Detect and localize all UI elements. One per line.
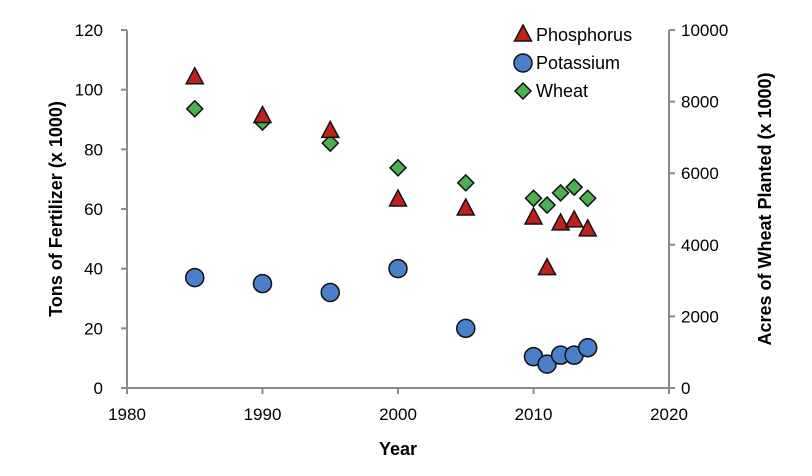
wheat-point bbox=[524, 189, 543, 208]
wheat-point bbox=[388, 158, 408, 177]
legend-wheat-marker bbox=[513, 81, 533, 101]
x-tick-label: 2000 bbox=[379, 405, 417, 424]
wheat-point bbox=[537, 196, 557, 215]
y2-tick-label: 0 bbox=[681, 379, 690, 398]
x-tick-label: 2020 bbox=[650, 405, 688, 424]
potassium-point bbox=[185, 267, 205, 288]
legend-potassium-marker bbox=[513, 53, 533, 73]
phosphorus-point bbox=[388, 188, 408, 207]
phosphorus-point bbox=[523, 206, 544, 225]
legend-phosphorus-label: Phosphorus bbox=[536, 25, 632, 45]
y-tick-label: 60 bbox=[84, 200, 103, 219]
phosphorus-point bbox=[577, 218, 598, 237]
wheat-point bbox=[551, 183, 570, 202]
wheat-point bbox=[578, 189, 597, 208]
y-tick-label: 40 bbox=[84, 260, 103, 279]
potassium-point bbox=[537, 354, 557, 374]
x-axis-title: Year bbox=[379, 439, 417, 459]
y2-tick-label: 4000 bbox=[681, 236, 719, 255]
y2-tick-label: 10000 bbox=[681, 21, 728, 40]
phosphorus-point bbox=[456, 197, 476, 216]
y-tick-label: 120 bbox=[75, 21, 103, 40]
y-axis-title: Tons of Fertilizer (x 1000) bbox=[46, 101, 66, 317]
wheat-point bbox=[456, 173, 475, 192]
potassium-point bbox=[388, 258, 408, 279]
potassium-point bbox=[252, 273, 273, 294]
y-tick-label: 0 bbox=[94, 379, 103, 398]
y2-axis-title: Acres of Wheat Planted (x 1000) bbox=[755, 72, 775, 345]
potassium-point bbox=[320, 282, 340, 303]
phosphorus-point bbox=[185, 66, 205, 85]
x-tick-label: 1990 bbox=[244, 405, 282, 424]
phosphorus-point bbox=[537, 257, 557, 276]
y2-tick-label: 6000 bbox=[681, 164, 719, 183]
legend-wheat-label: Wheat bbox=[536, 81, 588, 101]
phosphorus-point bbox=[564, 209, 584, 228]
potassium-point bbox=[577, 337, 598, 358]
phosphorus-point bbox=[550, 212, 571, 231]
legend-phosphorus-marker bbox=[513, 23, 533, 42]
y2-tick-label: 2000 bbox=[681, 307, 719, 326]
wheat-point bbox=[565, 178, 584, 197]
y2-tick-label: 8000 bbox=[681, 93, 719, 112]
x-tick-label: 1980 bbox=[108, 405, 146, 424]
y-tick-label: 20 bbox=[84, 319, 103, 338]
wheat-point bbox=[321, 134, 340, 153]
potassium-point bbox=[456, 318, 476, 339]
legend-potassium-label: Potassium bbox=[536, 53, 620, 73]
wheat-point bbox=[185, 99, 204, 118]
x-tick-label: 2010 bbox=[515, 405, 553, 424]
phosphorus-point bbox=[320, 119, 340, 139]
phosphorus-point bbox=[252, 104, 273, 124]
y-tick-label: 100 bbox=[75, 81, 103, 100]
y-tick-label: 80 bbox=[84, 140, 103, 159]
